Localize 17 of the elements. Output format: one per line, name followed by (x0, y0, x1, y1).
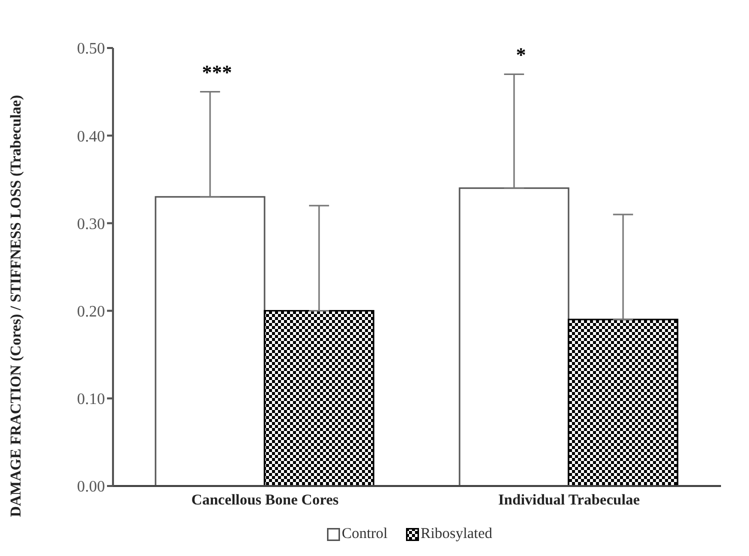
bar (568, 318, 678, 486)
y-tick-label: 0.50 (77, 40, 105, 58)
legend-label: Ribosylated (420, 526, 492, 543)
y-tick-label: 0.00 (77, 478, 105, 496)
y-tick-label: 0.40 (77, 128, 105, 146)
bar (264, 310, 374, 486)
y-tick-label: 0.10 (77, 391, 105, 408)
x-tick-label: Cancellous Bone Cores (191, 492, 339, 509)
annotation: * (516, 44, 526, 66)
bar (154, 196, 266, 486)
y-axis-title: DAMAGE FRACTION (Cores) / STIFFNESS LOSS (Trabeculae) (8, 95, 24, 517)
legend-label: Control (342, 526, 388, 543)
y-tick-label: 0.20 (77, 303, 105, 320)
annotation: *** (202, 62, 232, 84)
y-tick-label: 0.30 (77, 216, 105, 233)
x-tick-label: Individual Trabeculae (498, 492, 640, 509)
bar (458, 187, 570, 486)
